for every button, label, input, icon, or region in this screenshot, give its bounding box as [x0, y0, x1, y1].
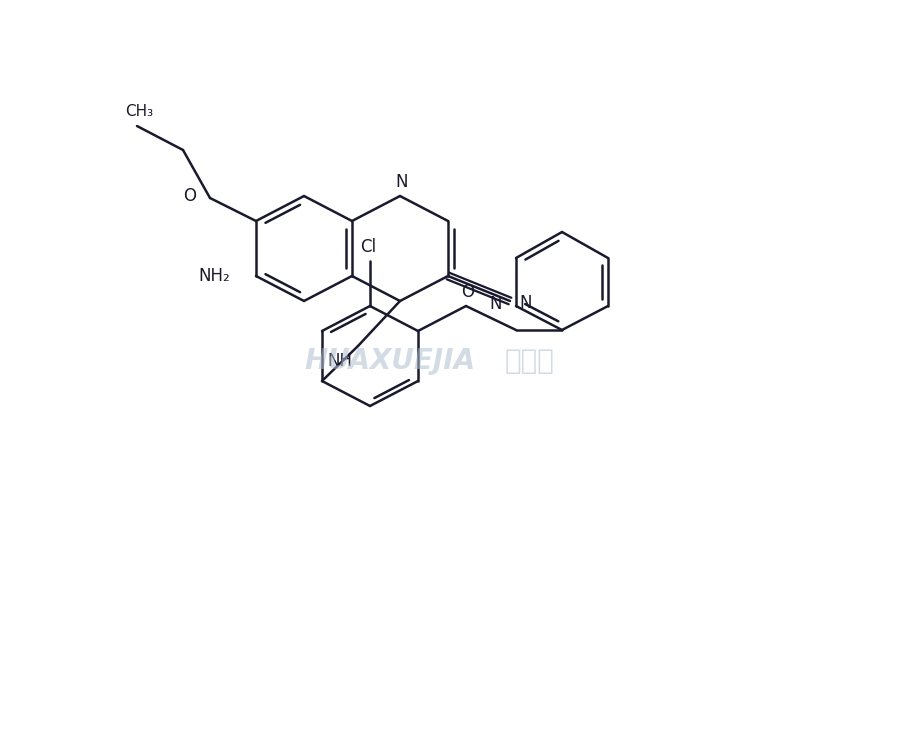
Text: O: O — [462, 283, 474, 301]
Text: N: N — [490, 295, 502, 313]
Text: Cl: Cl — [360, 238, 376, 256]
Text: N: N — [520, 294, 533, 312]
Text: O: O — [183, 187, 196, 205]
Text: NH₂: NH₂ — [198, 267, 230, 285]
Text: CH₃: CH₃ — [125, 104, 153, 119]
Text: 化学加: 化学加 — [505, 347, 554, 375]
Text: N: N — [395, 173, 408, 191]
Text: NH: NH — [327, 352, 353, 370]
Text: HUAXUEJIA: HUAXUEJIA — [305, 347, 475, 375]
